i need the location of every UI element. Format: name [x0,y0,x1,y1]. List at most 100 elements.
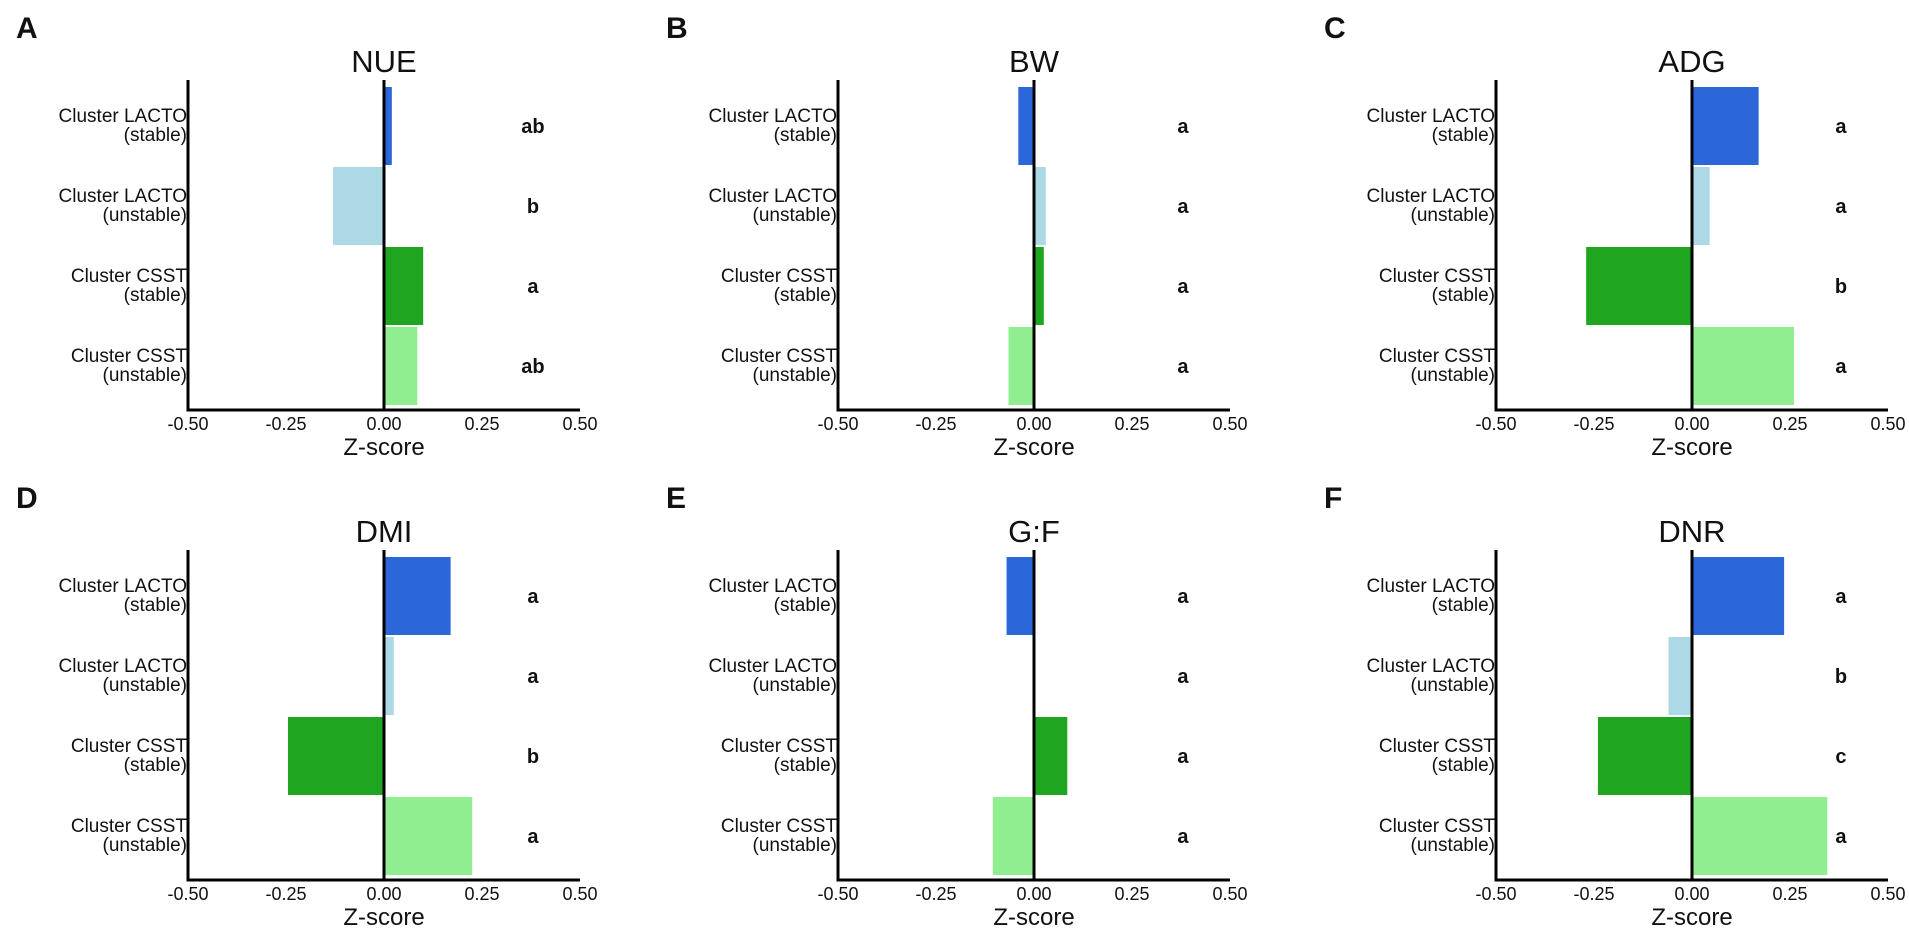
x-axis-label: Z-score [1651,434,1732,461]
bar [1034,717,1068,795]
x-tick-label: 0.50 [1870,414,1905,434]
significance-letter: ab [521,356,544,378]
x-tick-label: 0.00 [1016,414,1051,434]
category-label: Cluster LACTO [1367,186,1495,207]
chart-title: NUE [351,44,416,79]
category-label: (unstable) [1411,675,1496,696]
bar [1586,247,1692,325]
significance-letter: a [1177,196,1189,218]
x-tick-label: -0.50 [1475,414,1516,434]
bar [1692,327,1794,405]
bar [1668,637,1692,715]
category-label: Cluster CSST [71,346,188,367]
category-label: (stable) [774,595,837,616]
panel-a: A NUE -0.50 -0.25 0.00 0.25 0.50 Z-score Cluster… [16,12,598,461]
category-label: Cluster CSST [721,736,838,757]
x-tick-label: 0.50 [1212,884,1247,904]
x-tick-label: -0.25 [1573,884,1614,904]
x-tick-label: -0.25 [265,884,306,904]
category-label: (stable) [1432,755,1495,776]
x-axis-label: Z-score [343,434,424,461]
category-label: (unstable) [103,675,188,696]
x-tick-label: 0.50 [1212,414,1247,434]
x-tick-label: 0.00 [366,884,401,904]
bar [384,247,424,325]
significance-letter: a [1835,826,1847,848]
x-tick-label: -0.50 [167,884,208,904]
x-tick-label: -0.25 [915,884,956,904]
category-label: Cluster CSST [71,266,188,287]
bar [1006,557,1034,635]
x-tick-label: 0.25 [1114,884,1149,904]
category-label: Cluster CSST [721,346,838,367]
significance-letter: b [1835,666,1847,688]
bar [1692,797,1828,875]
category-label: Cluster LACTO [1367,576,1495,597]
x-tick-label: -0.25 [1573,414,1614,434]
significance-letter: a [1177,826,1189,848]
category-label: Cluster LACTO [709,106,837,127]
category-label: (stable) [124,285,187,306]
category-label: (stable) [1432,125,1495,146]
bar [1034,167,1046,245]
panel-d: D DMI -0.50 -0.25 0.00 0.25 0.50 Z-score Cluster… [16,482,598,931]
x-tick-label: 0.25 [1772,884,1807,904]
x-tick-label: -0.50 [167,414,208,434]
category-label: (unstable) [753,205,838,226]
category-label: (unstable) [1411,205,1496,226]
category-label: Cluster CSST [71,816,188,837]
bar [1692,87,1759,165]
panel-letter: F [1324,482,1342,515]
panel-letter: E [666,482,686,515]
x-tick-label: 0.00 [1674,414,1709,434]
category-label: Cluster LACTO [59,186,187,207]
category-label: Cluster CSST [71,736,188,757]
panel-letter: A [16,12,38,45]
significance-letter: a [1835,116,1847,138]
x-tick-label: 0.00 [1016,884,1051,904]
panel-letter: D [16,482,38,515]
category-label: Cluster LACTO [1367,656,1495,677]
bar [287,717,384,795]
x-axis-label: Z-score [343,904,424,931]
significance-letter: a [527,666,539,688]
category-label: (stable) [774,755,837,776]
bar [1692,167,1710,245]
panel-b: B BW -0.50 -0.25 0.00 0.25 0.50 Z-score Cluster … [666,12,1248,461]
bar [1692,557,1785,635]
significance-letter: b [527,746,539,768]
category-label: (unstable) [753,835,838,856]
bar [1008,327,1034,405]
x-axis-label: Z-score [993,434,1074,461]
category-label: Cluster LACTO [59,576,187,597]
x-tick-label: 0.25 [464,884,499,904]
significance-letter: a [527,586,539,608]
category-label: Cluster CSST [1379,736,1496,757]
category-label: Cluster CSST [1379,816,1496,837]
category-label: Cluster LACTO [709,576,837,597]
chart-title: DNR [1658,514,1725,549]
category-label: Cluster LACTO [709,186,837,207]
chart-title: BW [1009,44,1060,79]
significance-letter: a [1835,356,1847,378]
chart-title: ADG [1658,44,1725,79]
category-label: (stable) [774,125,837,146]
x-tick-label: -0.50 [817,884,858,904]
significance-letter: a [1835,196,1847,218]
significance-letter: a [527,276,539,298]
category-label: (unstable) [103,365,188,386]
category-label: (stable) [124,755,187,776]
x-tick-label: 0.50 [562,414,597,434]
category-label: (stable) [124,125,187,146]
bar [384,637,394,715]
significance-letter: a [527,826,539,848]
significance-letter: b [1835,276,1847,298]
bar [1018,87,1034,165]
x-tick-label: 0.00 [1674,884,1709,904]
category-label: Cluster LACTO [59,656,187,677]
significance-letter: ab [521,116,544,138]
x-axis-label: Z-score [993,904,1074,931]
bar [992,797,1034,875]
significance-letter: a [1177,116,1189,138]
panel-c: C ADG -0.50 -0.25 0.00 0.25 0.50 Z-score Cluster… [1324,12,1906,461]
